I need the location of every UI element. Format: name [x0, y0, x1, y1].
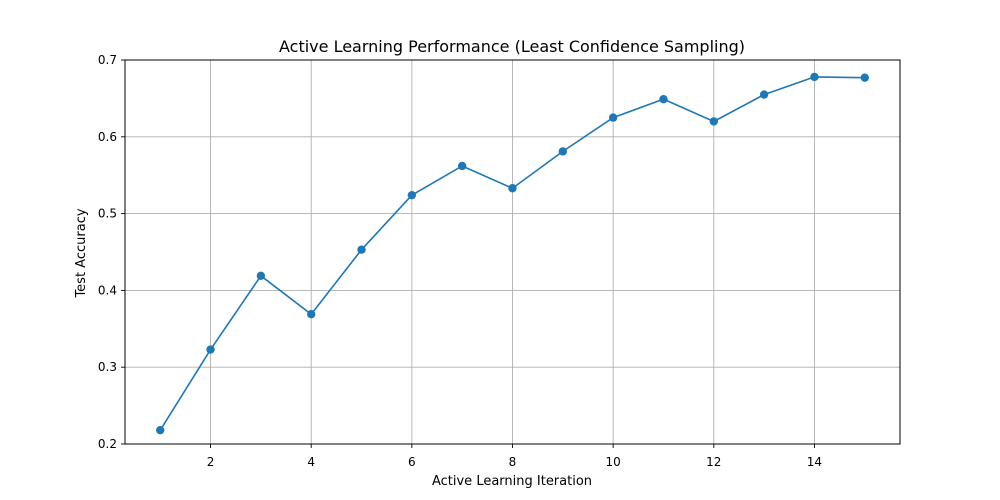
data-point-10 [608, 113, 618, 122]
axis-ticks: 2 4 6 8 10 12 14 0.2 0.3 0.4 0.5 0.6 0.7 [98, 53, 822, 469]
x-tick-label: 8 [509, 455, 517, 469]
data-point-7 [457, 161, 467, 171]
data-point-3 [256, 271, 266, 281]
y-tick-label: 0.4 [98, 283, 117, 297]
x-tick-label: 4 [307, 455, 315, 469]
plot-area-frame [124, 59, 901, 445]
series [156, 72, 869, 435]
x-axis-label: Active Learning Iteration [432, 474, 592, 489]
x-tick-label: 14 [807, 455, 822, 469]
y-tick-label: 0.3 [98, 360, 117, 374]
x-tick-label: 6 [408, 455, 416, 469]
data-point-12 [709, 117, 718, 126]
chart-title: Active Learning Performance (Least Confi… [279, 37, 745, 56]
x-tick-label: 10 [606, 455, 621, 469]
x-tick-label: 12 [706, 455, 721, 469]
grid [125, 59, 900, 445]
y-tick-label: 0.6 [98, 130, 117, 144]
y-tick-label: 0.2 [98, 437, 117, 451]
y-tick-label: 0.5 [98, 207, 117, 221]
data-point-4 [307, 310, 316, 319]
data-point-5 [357, 245, 366, 254]
y-tick-label: 0.7 [98, 53, 117, 67]
data-point-2 [206, 345, 215, 354]
data-point-8 [508, 184, 517, 193]
data-point-13 [759, 90, 769, 99]
data-point-6 [407, 190, 417, 200]
data-point-11 [659, 94, 668, 104]
x-tick-label: 2 [207, 455, 215, 469]
data-point-15 [860, 73, 869, 82]
data-point-1 [156, 425, 165, 435]
y-axis-label: Test Accuracy [74, 208, 89, 298]
data-point-9 [558, 147, 568, 156]
data-point-14 [810, 72, 819, 82]
